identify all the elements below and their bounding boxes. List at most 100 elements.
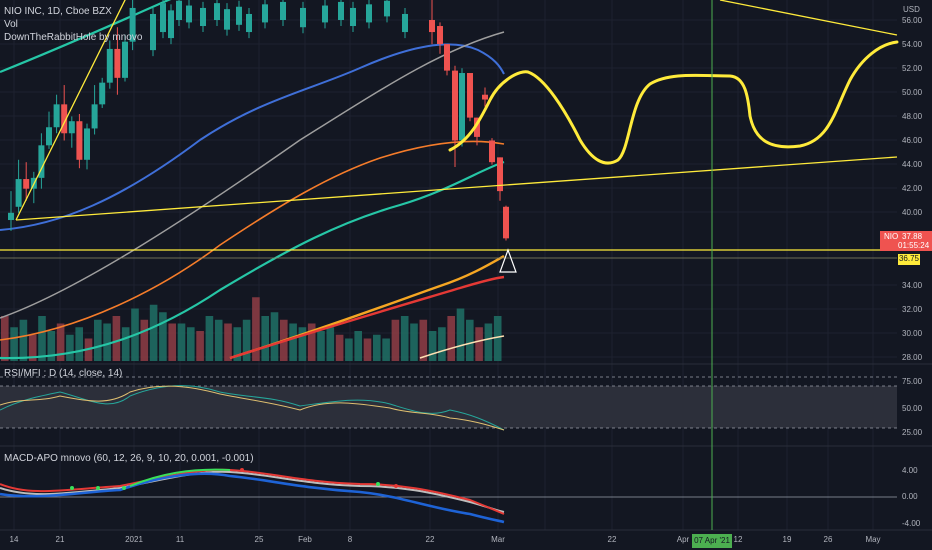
time-tick-label: May <box>865 535 880 544</box>
candle <box>497 157 503 192</box>
volume-bars <box>1 297 502 361</box>
candle <box>402 13 408 33</box>
candle <box>322 5 328 23</box>
candle <box>129 7 136 42</box>
rsi-tick-label: 75.00 <box>902 377 923 386</box>
volume-bar <box>149 304 158 361</box>
macd-cross-dot <box>240 468 244 472</box>
price-tick-label: 28.00 <box>902 353 923 362</box>
candle <box>452 70 458 141</box>
candle <box>444 44 450 71</box>
resistance-trend-line <box>719 0 898 36</box>
trend-drawings[interactable] <box>0 0 899 273</box>
macd-green-line <box>129 468 231 487</box>
candle <box>384 0 390 17</box>
candle <box>489 140 495 163</box>
candle <box>503 206 509 239</box>
candle <box>429 20 435 33</box>
volume-bar <box>391 319 400 361</box>
candle <box>459 73 465 141</box>
macd-pane[interactable]: 4.00 0.00 -4.00 <box>0 466 921 528</box>
macd-tick-label: 4.00 <box>902 466 918 475</box>
rsi-tick-label: 50.00 <box>902 404 923 413</box>
currency-label: USD <box>903 5 920 14</box>
volume-bar <box>270 312 279 361</box>
volume-bar <box>103 323 111 361</box>
candle <box>46 127 52 146</box>
volume-bar <box>177 323 186 361</box>
volume-bar <box>252 297 260 361</box>
volume-bar <box>354 331 362 361</box>
pen-marker-icon <box>499 248 517 273</box>
ma-cream-line <box>419 335 505 359</box>
candle <box>8 212 14 221</box>
price-tick-label: 54.00 <box>902 40 923 49</box>
symbol-title: NIO INC, 1D, Cboe BZX <box>4 6 112 17</box>
volume-bar <box>75 327 83 361</box>
time-tick-label: 21 <box>56 535 65 544</box>
volume-bar <box>410 323 418 361</box>
volume-bar <box>307 323 316 361</box>
price-tick-label: 34.00 <box>902 281 923 290</box>
time-tick-label: 26 <box>824 535 833 544</box>
volume-bar <box>224 323 232 361</box>
price-tick-label: 42.00 <box>902 184 923 193</box>
volume-bar <box>168 323 176 361</box>
volume-bar <box>112 316 121 361</box>
candle <box>246 13 252 33</box>
crosshair-date-tag: 07 Apr '21 <box>692 534 732 548</box>
volume-bar <box>205 316 214 361</box>
macd-cross-dot <box>394 484 398 488</box>
volume-bar <box>214 319 223 361</box>
time-tick-label: Feb <box>298 535 312 544</box>
candle <box>280 1 286 21</box>
volume-bar <box>400 316 409 361</box>
volume-bar <box>261 316 269 361</box>
volume-bar <box>140 319 149 361</box>
candle <box>300 7 306 28</box>
volume-bar <box>28 334 37 361</box>
candle <box>366 4 372 23</box>
candle <box>482 94 488 100</box>
chart-legend: NIO INC, 1D, Cboe BZX Vol DownTheRabbitH… <box>4 5 142 44</box>
trend-line-up <box>15 0 126 221</box>
volume-bar <box>373 334 381 361</box>
volume-bar <box>335 334 344 361</box>
time-axis[interactable]: 14 21 2021 11 25 Feb 8 22 Mar 22 Apr 12 19 26 May <box>10 535 881 544</box>
price-tick-label: 56.00 <box>902 16 923 25</box>
candle <box>186 5 192 23</box>
volume-bar <box>121 327 130 361</box>
rsi-legend: RSI/MFI : D (14, close, 14) <box>4 367 122 380</box>
candle <box>160 3 166 33</box>
candle <box>61 104 68 134</box>
chart-grid <box>0 0 932 531</box>
indicator-label: DownTheRabbitHole by mnovo <box>4 32 143 43</box>
time-tick-label: 25 <box>255 535 264 544</box>
price-tick-label: 46.00 <box>902 136 923 145</box>
volume-bar <box>419 319 428 361</box>
rsi-pane[interactable]: 75.00 50.00 25.00 <box>0 376 923 437</box>
candle <box>200 7 206 27</box>
volume-bar <box>466 319 474 361</box>
price-tick-label: 44.00 <box>902 160 923 169</box>
candle <box>262 4 268 23</box>
ma-orange-line <box>0 140 505 341</box>
candle <box>224 9 230 30</box>
time-tick-label: 8 <box>348 535 353 544</box>
candle <box>168 10 174 39</box>
support-trend-line <box>15 156 898 221</box>
volume-bar <box>493 316 502 361</box>
candle <box>84 128 90 160</box>
macd-legend: MACD-APO mnovo (60, 12, 26, 9, 10, 20, 0… <box>4 452 254 465</box>
price-axis[interactable]: 56.00 54.00 52.00 50.00 48.00 46.00 44.00 42.00… <box>902 16 923 362</box>
price-tick-label: 52.00 <box>902 64 923 73</box>
time-tick-label: 22 <box>426 535 435 544</box>
volume-bar <box>326 327 335 361</box>
volume-bar <box>363 338 372 361</box>
macd-red-line <box>0 468 505 515</box>
macd-signal-line <box>0 470 505 513</box>
price-tick-label: 50.00 <box>902 88 923 97</box>
ma-green-line <box>0 160 505 360</box>
candle <box>122 41 128 78</box>
